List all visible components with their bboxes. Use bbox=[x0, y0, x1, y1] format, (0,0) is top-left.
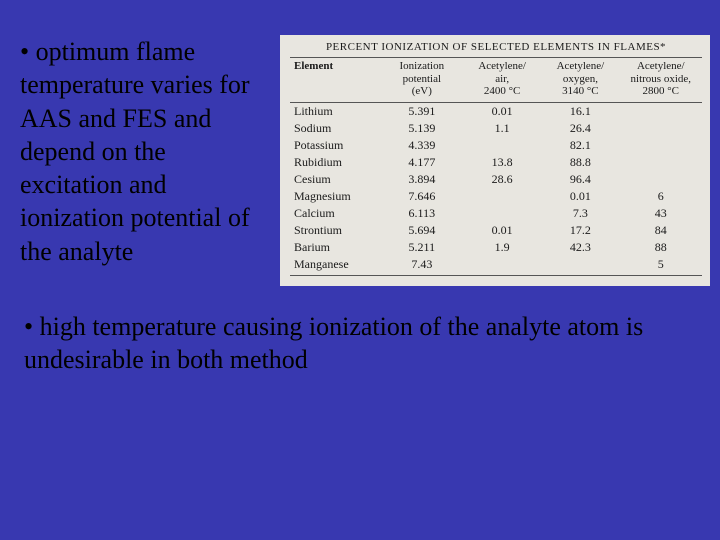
col-header-0: Element bbox=[290, 58, 381, 103]
col-header-4: Acetylene/nitrous oxide,2800 °C bbox=[620, 58, 702, 103]
table-cell: 6.113 bbox=[381, 205, 463, 222]
table-head: ElementIonizationpotential(eV)Acetylene/… bbox=[290, 58, 702, 103]
ionization-table: ElementIonizationpotential(eV)Acetylene/… bbox=[290, 57, 702, 276]
table-cell: 5.139 bbox=[381, 120, 463, 137]
table-cell bbox=[620, 154, 702, 171]
table-cell: 7.646 bbox=[381, 188, 463, 205]
table-cell: 4.177 bbox=[381, 154, 463, 171]
table-cell: Magnesium bbox=[290, 188, 381, 205]
table-body: Lithium5.3910.0116.1Sodium5.1391.126.4Po… bbox=[290, 102, 702, 275]
table-cell: 0.01 bbox=[463, 102, 541, 120]
table-row: Rubidium4.17713.888.8 bbox=[290, 154, 702, 171]
col-header-2: Acetylene/air,2400 °C bbox=[463, 58, 541, 103]
table-row: Potassium4.339 82.1 bbox=[290, 137, 702, 154]
table-cell: 1.9 bbox=[463, 239, 541, 256]
table-cell: Cesium bbox=[290, 171, 381, 188]
table-row: Barium5.2111.942.388 bbox=[290, 239, 702, 256]
table-cell: 7.43 bbox=[381, 256, 463, 276]
bullet-1: • optimum flame temperature varies for A… bbox=[20, 35, 280, 286]
table-cell: 7.3 bbox=[541, 205, 619, 222]
table-cell: Strontium bbox=[290, 222, 381, 239]
table-cell bbox=[541, 256, 619, 276]
ionization-table-panel: PERCENT IONIZATION OF SELECTED ELEMENTS … bbox=[280, 35, 710, 286]
table-row: Manganese7.43 5 bbox=[290, 256, 702, 276]
table-cell: 28.6 bbox=[463, 171, 541, 188]
table-cell: Manganese bbox=[290, 256, 381, 276]
table-row: Sodium5.1391.126.4 bbox=[290, 120, 702, 137]
table-cell: 5.694 bbox=[381, 222, 463, 239]
table-cell: 4.339 bbox=[381, 137, 463, 154]
table-cell: Calcium bbox=[290, 205, 381, 222]
table-cell: 5 bbox=[620, 256, 702, 276]
table-cell: 1.1 bbox=[463, 120, 541, 137]
table-cell: 0.01 bbox=[463, 222, 541, 239]
table-cell: 88 bbox=[620, 239, 702, 256]
table-row: Magnesium7.646 0.016 bbox=[290, 188, 702, 205]
top-row: • optimum flame temperature varies for A… bbox=[0, 0, 720, 286]
table-cell bbox=[620, 137, 702, 154]
table-cell: 42.3 bbox=[541, 239, 619, 256]
table-cell: 84 bbox=[620, 222, 702, 239]
table-cell: 3.894 bbox=[381, 171, 463, 188]
table-cell bbox=[620, 102, 702, 120]
table-cell: 96.4 bbox=[541, 171, 619, 188]
table-row: Calcium6.113 7.343 bbox=[290, 205, 702, 222]
table-row: Lithium5.3910.0116.1 bbox=[290, 102, 702, 120]
col-header-1: Ionizationpotential(eV) bbox=[381, 58, 463, 103]
table-row: Strontium5.6940.0117.284 bbox=[290, 222, 702, 239]
table-title: PERCENT IONIZATION OF SELECTED ELEMENTS … bbox=[290, 41, 702, 53]
bullet-2: • high temperature causing ionization of… bbox=[0, 286, 720, 377]
table-cell: Sodium bbox=[290, 120, 381, 137]
table-cell: Rubidium bbox=[290, 154, 381, 171]
table-cell: 17.2 bbox=[541, 222, 619, 239]
table-cell: 43 bbox=[620, 205, 702, 222]
table-cell bbox=[463, 137, 541, 154]
table-cell: 5.391 bbox=[381, 102, 463, 120]
table-cell: 16.1 bbox=[541, 102, 619, 120]
table-cell: Barium bbox=[290, 239, 381, 256]
table-cell bbox=[463, 256, 541, 276]
table-cell: 6 bbox=[620, 188, 702, 205]
col-header-3: Acetylene/oxygen,3140 °C bbox=[541, 58, 619, 103]
table-cell: 26.4 bbox=[541, 120, 619, 137]
table-cell bbox=[620, 171, 702, 188]
table-cell: 82.1 bbox=[541, 137, 619, 154]
table-cell bbox=[463, 205, 541, 222]
table-cell bbox=[463, 188, 541, 205]
table-cell: Lithium bbox=[290, 102, 381, 120]
table-cell: Potassium bbox=[290, 137, 381, 154]
table-row: Cesium3.89428.696.4 bbox=[290, 171, 702, 188]
table-cell bbox=[620, 120, 702, 137]
table-cell: 13.8 bbox=[463, 154, 541, 171]
table-cell: 88.8 bbox=[541, 154, 619, 171]
table-cell: 0.01 bbox=[541, 188, 619, 205]
table-cell: 5.211 bbox=[381, 239, 463, 256]
